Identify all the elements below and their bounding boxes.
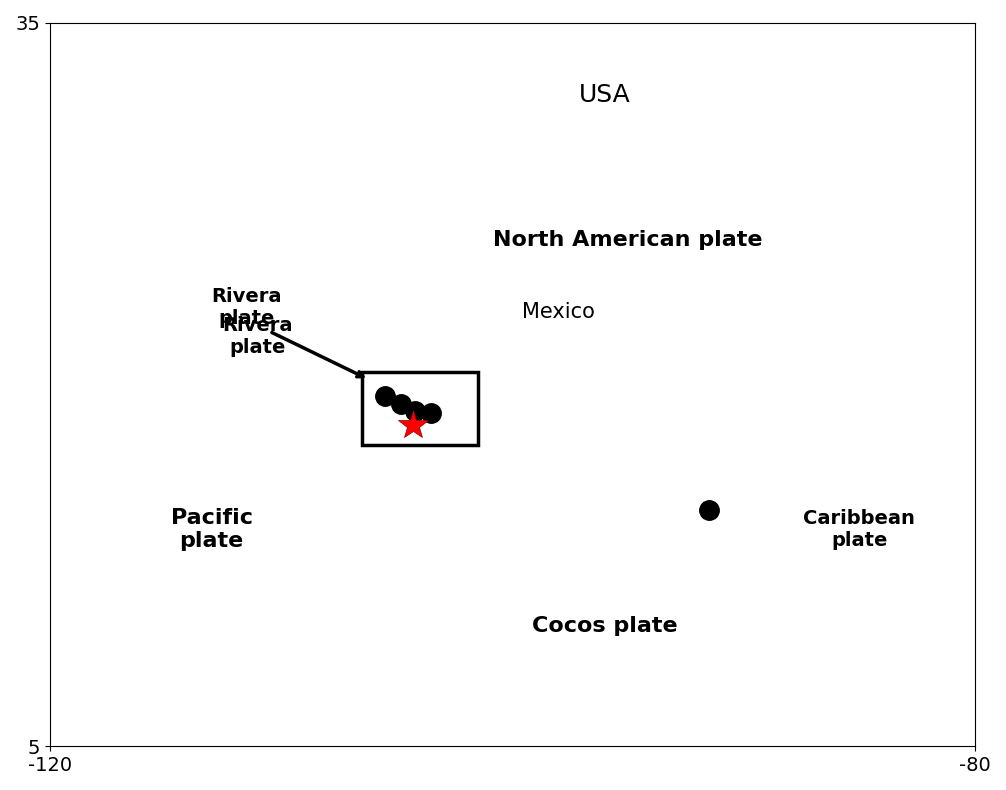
Text: Caribbean
plate: Caribbean plate [804, 509, 915, 550]
Text: USA: USA [579, 83, 631, 107]
Text: Rivera
plate: Rivera plate [222, 316, 293, 356]
Text: Rivera
plate: Rivera plate [211, 287, 282, 328]
Text: Cocos plate: Cocos plate [532, 615, 678, 636]
Bar [362, 372, 478, 445]
Text: Mexico: Mexico [522, 302, 596, 322]
Text: North American plate: North American plate [493, 230, 763, 250]
Text: Pacific
plate: Pacific plate [171, 507, 253, 551]
